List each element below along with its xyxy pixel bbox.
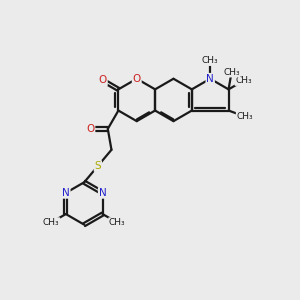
Text: CH₃: CH₃ [223, 68, 240, 77]
Text: N: N [206, 74, 214, 84]
Text: CH₃: CH₃ [43, 218, 59, 227]
Text: O: O [86, 124, 94, 134]
Text: O: O [99, 75, 107, 85]
Text: S: S [94, 161, 101, 171]
Text: CH₃: CH₃ [202, 56, 218, 65]
Text: N: N [99, 188, 106, 198]
Text: CH₃: CH₃ [237, 112, 253, 121]
Text: CH₃: CH₃ [235, 76, 252, 85]
Text: O: O [133, 74, 141, 84]
Text: N: N [62, 188, 70, 198]
Text: CH₃: CH₃ [109, 218, 126, 227]
